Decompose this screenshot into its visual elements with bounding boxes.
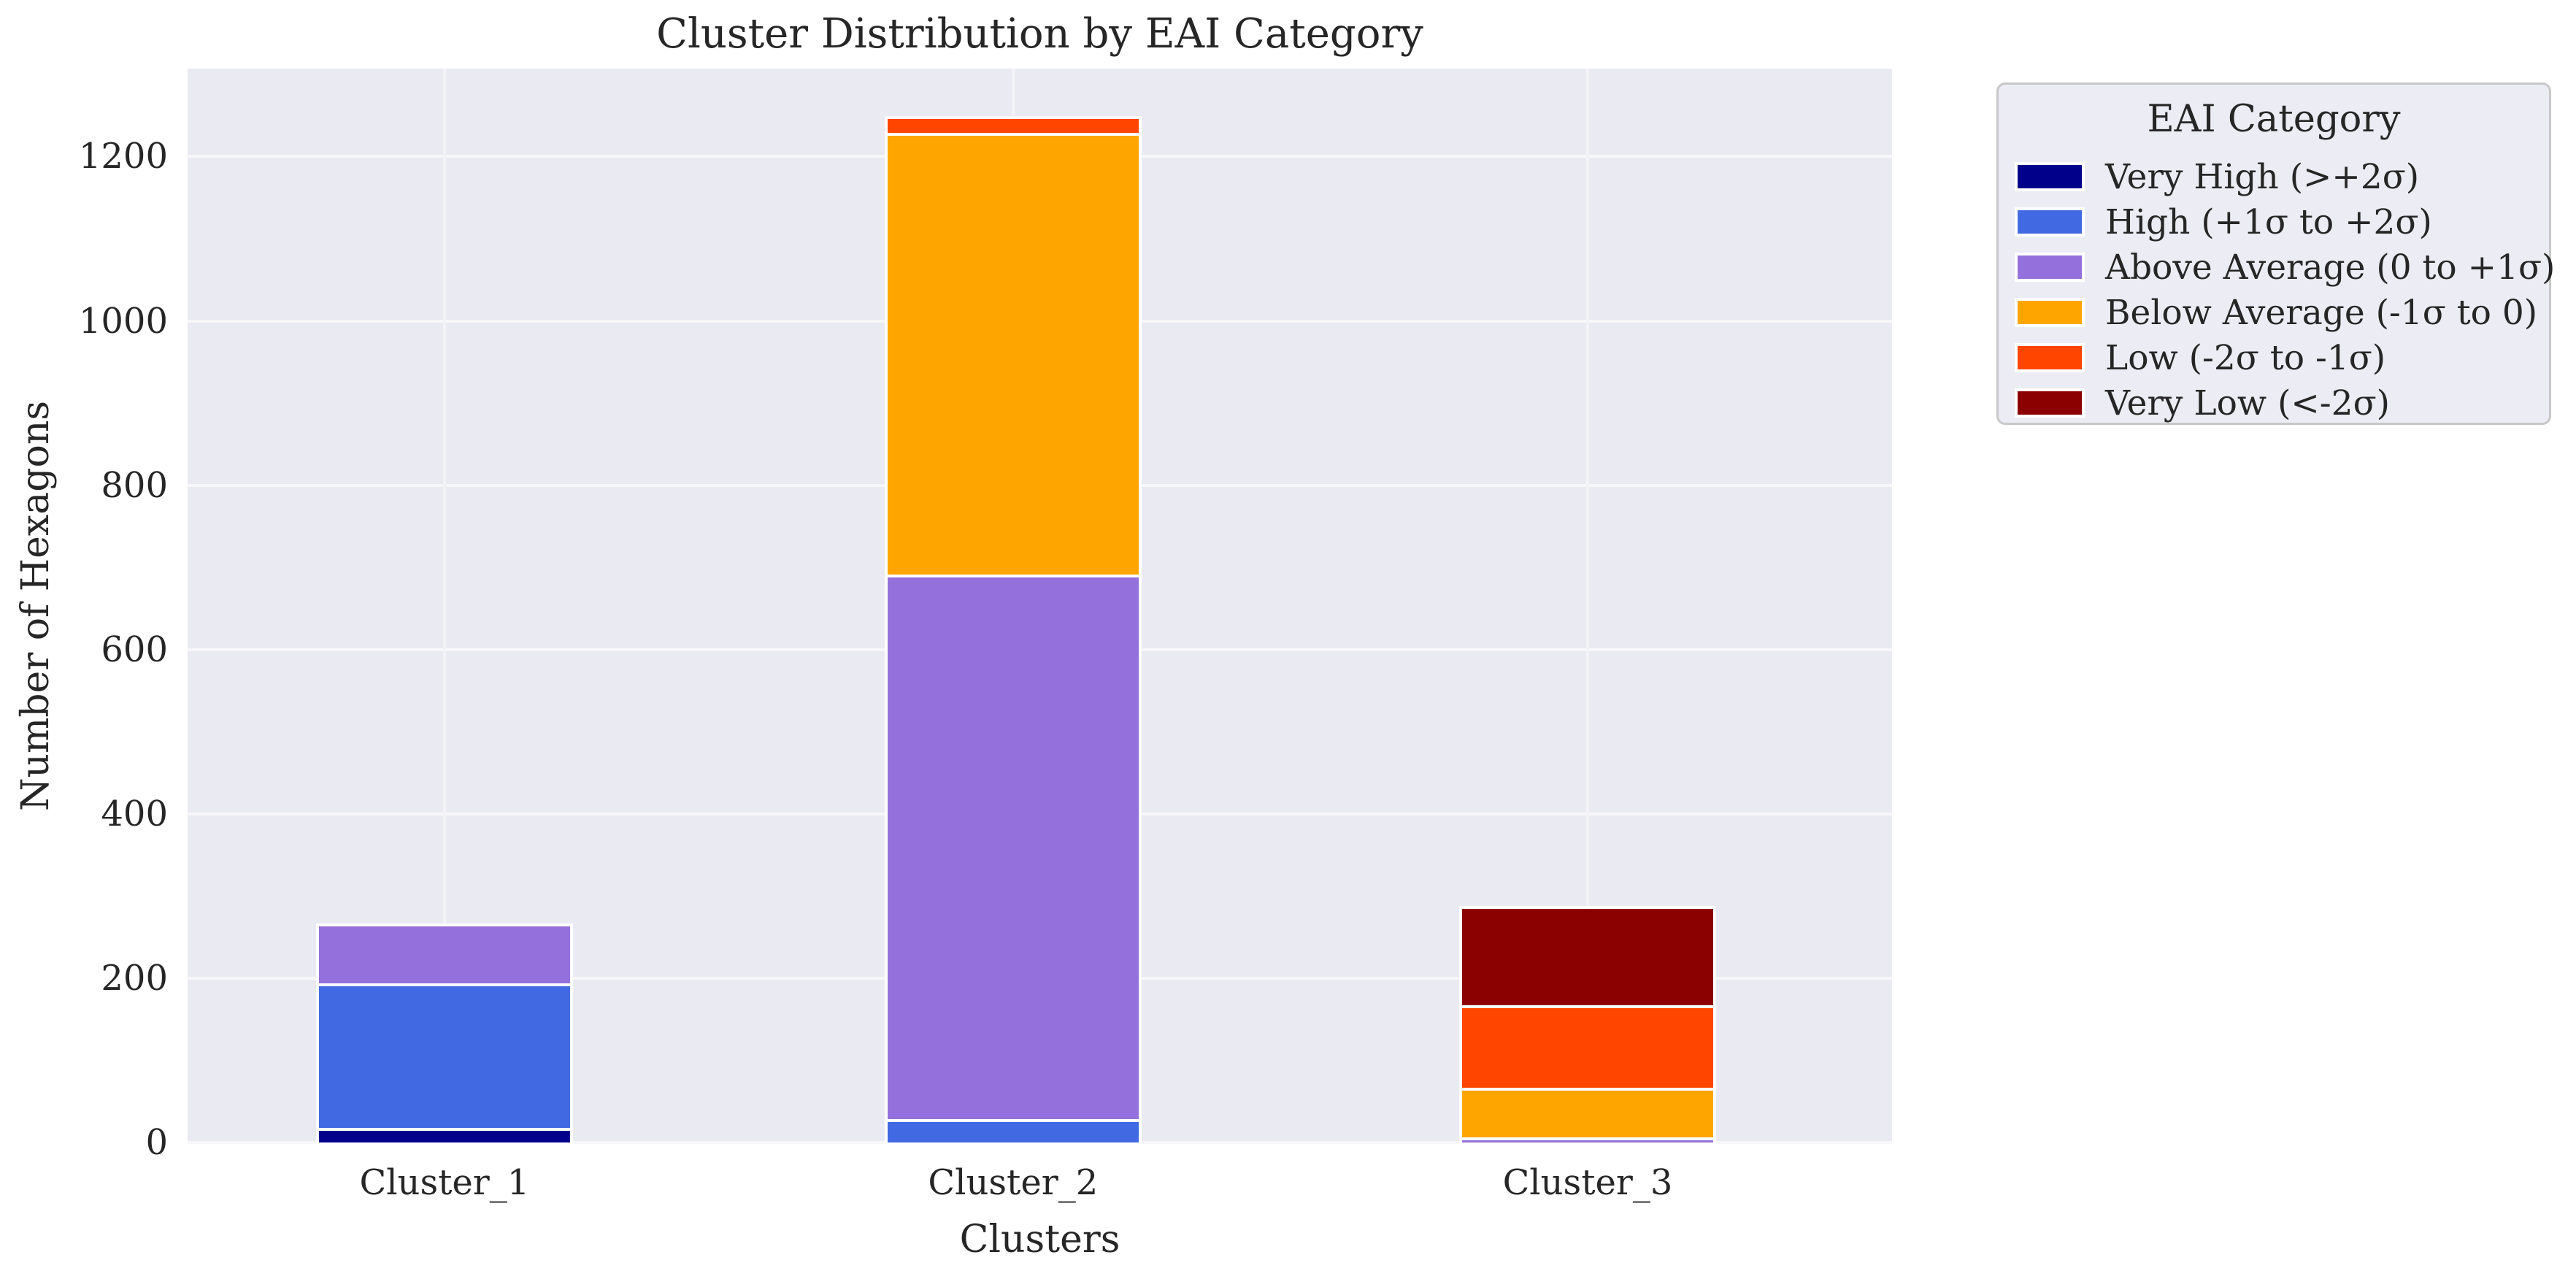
x-axis-label: Clusters <box>959 1218 1120 1261</box>
legend-item: Low (-2σ to -1σ) <box>2015 335 2542 380</box>
legend: EAI Category Very High (>+2σ) High (+1σ t… <box>1996 82 2555 426</box>
legend-swatch <box>2015 388 2085 418</box>
legend-swatch <box>2015 207 2085 237</box>
legend-item-label: Below Average (-1σ to 0) <box>2105 292 2538 333</box>
stacked-bar-cluster_3 <box>1458 906 1716 1145</box>
stacked-bar-cluster_1 <box>315 923 573 1145</box>
y-tick-label: 200 <box>101 957 168 999</box>
bar-segment <box>318 1127 570 1142</box>
bar-segment <box>887 575 1139 1120</box>
bar-segment <box>1461 1087 1713 1138</box>
bar-segment <box>318 926 570 983</box>
legend-item: Very High (>+2σ) <box>2015 154 2542 199</box>
x-tick-label: Cluster_2 <box>928 1162 1099 1203</box>
bar-segment <box>887 132 1139 575</box>
bar-segment <box>887 118 1139 133</box>
bar-segment <box>1461 1005 1713 1088</box>
legend-title: EAI Category <box>2147 98 2401 141</box>
legend-swatch <box>2015 253 2085 282</box>
legend-swatch <box>2015 162 2085 191</box>
y-axis-label: Number of Hexagons <box>14 400 58 812</box>
legend-item-label: High (+1σ to +2σ) <box>2105 201 2432 242</box>
y-tick-label: 800 <box>101 464 168 506</box>
legend-swatch <box>2015 298 2085 327</box>
legend-item-label: Very High (>+2σ) <box>2105 156 2420 197</box>
legend-rows: Very High (>+2σ) High (+1σ to +2σ) Above A… <box>2015 154 2555 426</box>
x-tick-label: Cluster_1 <box>359 1162 530 1203</box>
chart-title: Cluster Distribution by EAI Category <box>656 10 1423 58</box>
bar-segment <box>318 983 570 1128</box>
bar-segment <box>1461 909 1713 1006</box>
legend-item: Below Average (-1σ to 0) <box>2015 290 2542 335</box>
vertical-gridline <box>442 69 446 1142</box>
legend-item: High (+1σ to +2σ) <box>2015 199 2542 245</box>
y-tick-label: 1200 <box>78 136 168 177</box>
legend-item-label: Very Low (<-2σ) <box>2105 383 2390 423</box>
y-tick-label: 1000 <box>78 300 168 342</box>
y-tick-label: 600 <box>101 629 168 670</box>
legend-item-label: Low (-2σ to -1σ) <box>2105 337 2386 378</box>
x-tick-label: Cluster_3 <box>1502 1162 1673 1203</box>
y-tick-label: 400 <box>101 793 168 834</box>
bar-segment <box>887 1119 1139 1142</box>
stacked-bar-cluster_2 <box>884 115 1142 1145</box>
legend-swatch <box>2015 343 2085 372</box>
plot-area <box>188 69 1892 1145</box>
legend-item-label: Above Average (0 to +1σ) <box>2105 247 2556 288</box>
bar-segment <box>1461 1137 1713 1142</box>
legend-item: Above Average (0 to +1σ) <box>2015 245 2555 290</box>
vertical-gridline <box>1585 69 1589 1142</box>
legend-item: Very Low (<-2σ) <box>2015 380 2542 426</box>
y-tick-label: 0 <box>145 1122 168 1163</box>
